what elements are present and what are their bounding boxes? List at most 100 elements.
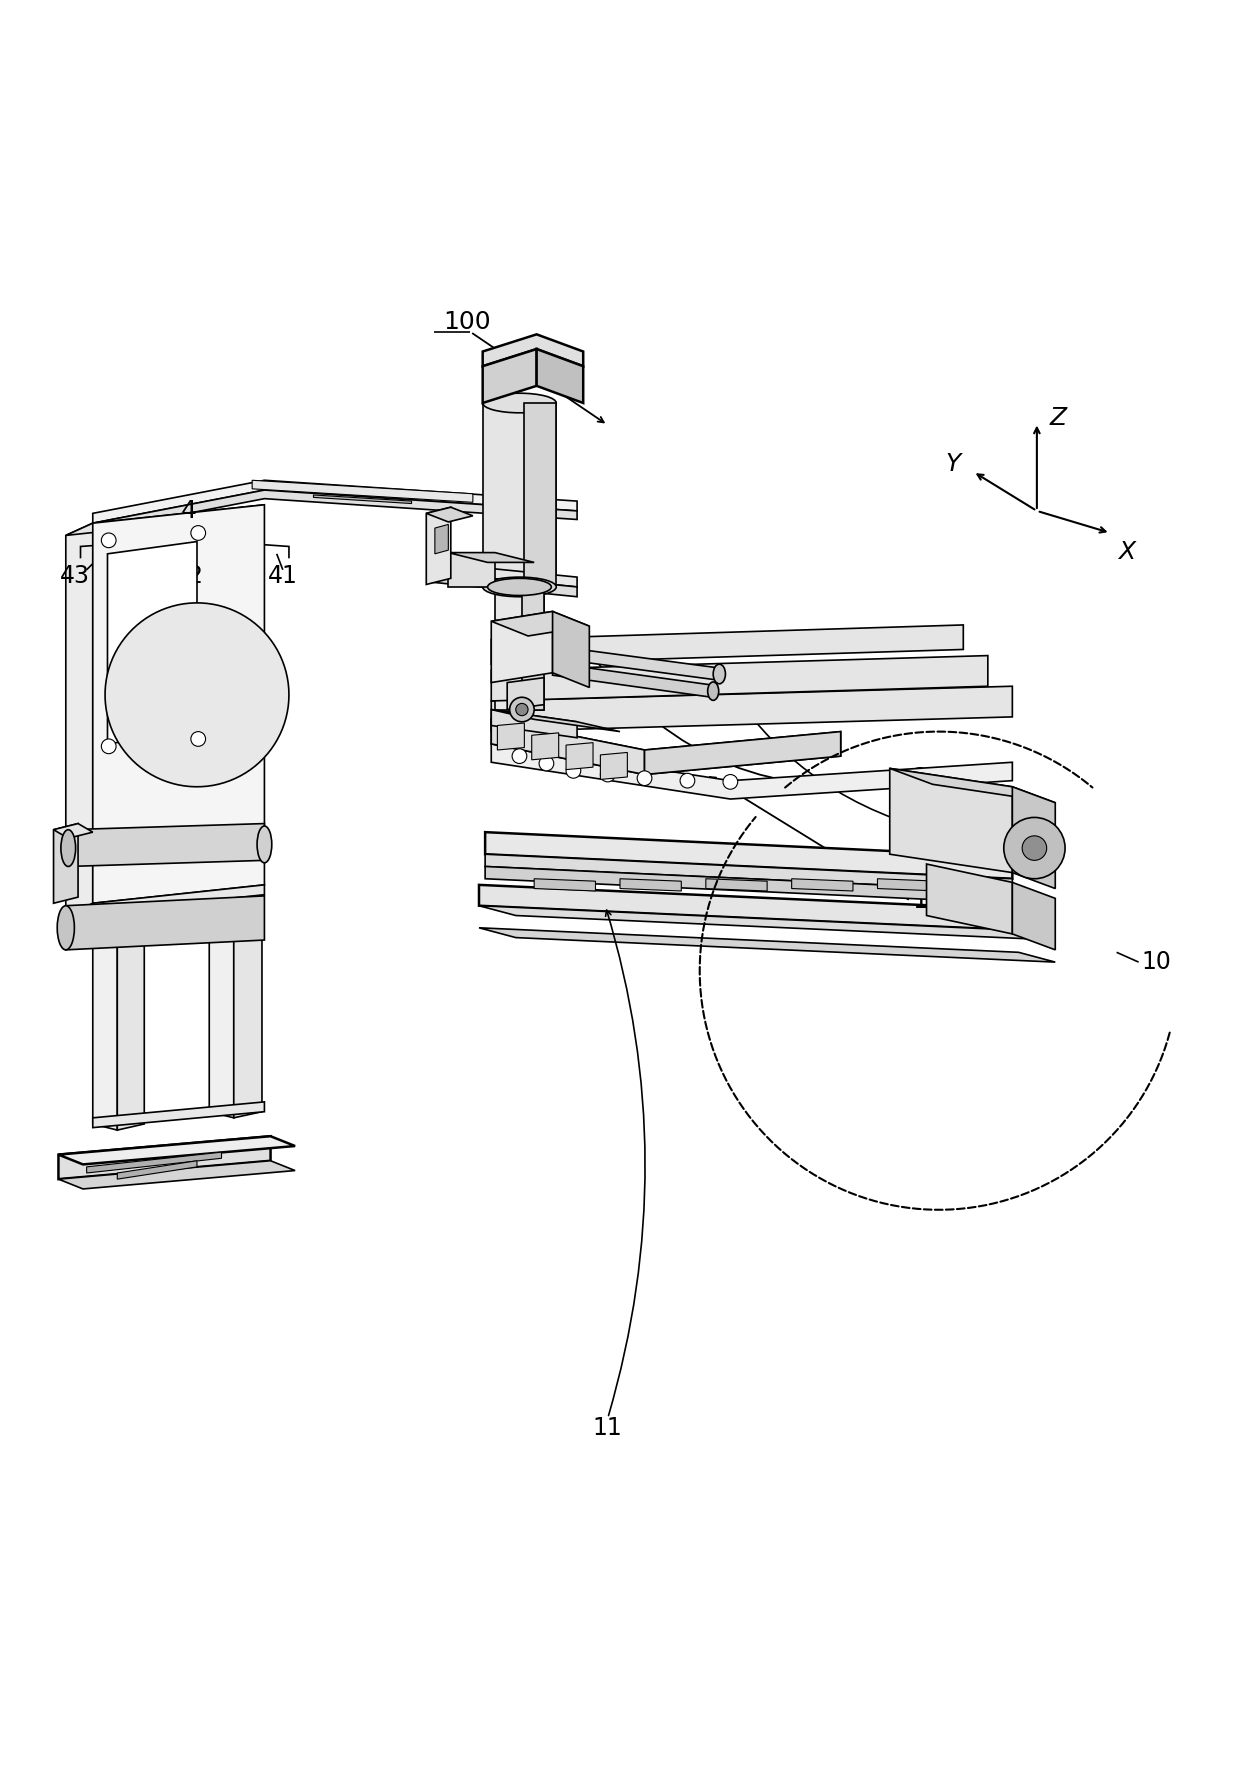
Text: 1: 1: [913, 889, 929, 912]
Polygon shape: [66, 524, 93, 916]
Polygon shape: [58, 1137, 270, 1180]
Ellipse shape: [257, 827, 272, 862]
Polygon shape: [620, 879, 681, 891]
Polygon shape: [522, 586, 544, 709]
Polygon shape: [427, 508, 472, 522]
Polygon shape: [890, 768, 1012, 873]
Text: 10: 10: [1141, 950, 1171, 975]
Polygon shape: [482, 335, 583, 367]
Circle shape: [516, 704, 528, 716]
Ellipse shape: [708, 683, 719, 700]
Polygon shape: [479, 928, 1055, 962]
Ellipse shape: [487, 579, 552, 595]
Polygon shape: [878, 879, 939, 891]
Polygon shape: [108, 542, 197, 743]
Polygon shape: [105, 602, 289, 788]
Polygon shape: [497, 723, 525, 750]
Circle shape: [102, 740, 117, 754]
Polygon shape: [706, 879, 768, 891]
Polygon shape: [491, 720, 645, 775]
Polygon shape: [87, 1153, 222, 1173]
Polygon shape: [1012, 788, 1055, 889]
Polygon shape: [435, 524, 449, 554]
Polygon shape: [314, 495, 412, 504]
Polygon shape: [491, 611, 589, 636]
Text: 42: 42: [174, 563, 203, 588]
Polygon shape: [553, 645, 718, 681]
Polygon shape: [491, 709, 620, 732]
Text: 11: 11: [593, 1417, 622, 1440]
Polygon shape: [491, 686, 1012, 732]
Polygon shape: [534, 879, 595, 891]
Polygon shape: [491, 720, 841, 775]
Polygon shape: [66, 896, 264, 950]
Text: 2: 2: [913, 766, 929, 789]
Text: 43: 43: [60, 563, 89, 588]
Polygon shape: [118, 903, 144, 1130]
Text: Y: Y: [946, 453, 961, 476]
Polygon shape: [537, 349, 583, 403]
Circle shape: [510, 697, 534, 722]
Polygon shape: [553, 663, 712, 697]
Ellipse shape: [482, 577, 557, 597]
Polygon shape: [252, 481, 472, 503]
Circle shape: [191, 526, 206, 540]
Polygon shape: [93, 903, 118, 1130]
Text: Z: Z: [1049, 406, 1066, 429]
Ellipse shape: [482, 394, 557, 413]
Polygon shape: [926, 864, 1012, 934]
Polygon shape: [118, 1160, 197, 1180]
Polygon shape: [495, 586, 544, 709]
Text: 100: 100: [443, 310, 491, 333]
Polygon shape: [93, 490, 577, 531]
Polygon shape: [427, 508, 451, 584]
Polygon shape: [430, 563, 577, 586]
Polygon shape: [449, 552, 495, 586]
Circle shape: [1022, 836, 1047, 861]
Polygon shape: [53, 823, 78, 903]
Polygon shape: [485, 866, 1012, 903]
Text: 21: 21: [924, 818, 954, 841]
Polygon shape: [491, 709, 577, 738]
Polygon shape: [491, 656, 988, 700]
Circle shape: [1003, 818, 1065, 879]
Polygon shape: [525, 403, 557, 586]
Polygon shape: [58, 1137, 295, 1164]
Polygon shape: [890, 768, 1055, 802]
Polygon shape: [234, 891, 262, 1117]
Ellipse shape: [713, 665, 725, 684]
Polygon shape: [600, 752, 627, 779]
Text: 41: 41: [268, 563, 298, 588]
Circle shape: [600, 768, 615, 782]
Polygon shape: [532, 732, 559, 759]
Polygon shape: [485, 832, 1012, 879]
Polygon shape: [66, 504, 264, 535]
Circle shape: [191, 732, 206, 747]
Polygon shape: [53, 823, 93, 838]
Circle shape: [102, 533, 117, 547]
Polygon shape: [645, 732, 841, 775]
Polygon shape: [93, 481, 577, 524]
Text: 4: 4: [180, 499, 196, 524]
Polygon shape: [491, 743, 1012, 798]
Polygon shape: [565, 743, 593, 770]
Circle shape: [680, 773, 694, 788]
Text: X: X: [1117, 540, 1135, 565]
Polygon shape: [479, 905, 1055, 941]
Circle shape: [512, 748, 527, 763]
Polygon shape: [93, 1101, 264, 1128]
Polygon shape: [58, 1160, 295, 1189]
Polygon shape: [482, 403, 557, 586]
Polygon shape: [482, 349, 537, 403]
Polygon shape: [791, 879, 853, 891]
Polygon shape: [210, 891, 234, 1117]
Polygon shape: [430, 572, 577, 597]
Circle shape: [539, 756, 554, 772]
Polygon shape: [289, 488, 430, 499]
Polygon shape: [479, 886, 1018, 930]
Circle shape: [637, 772, 652, 786]
Polygon shape: [1012, 882, 1055, 950]
Polygon shape: [93, 886, 264, 912]
Ellipse shape: [57, 905, 74, 950]
Circle shape: [565, 763, 580, 779]
